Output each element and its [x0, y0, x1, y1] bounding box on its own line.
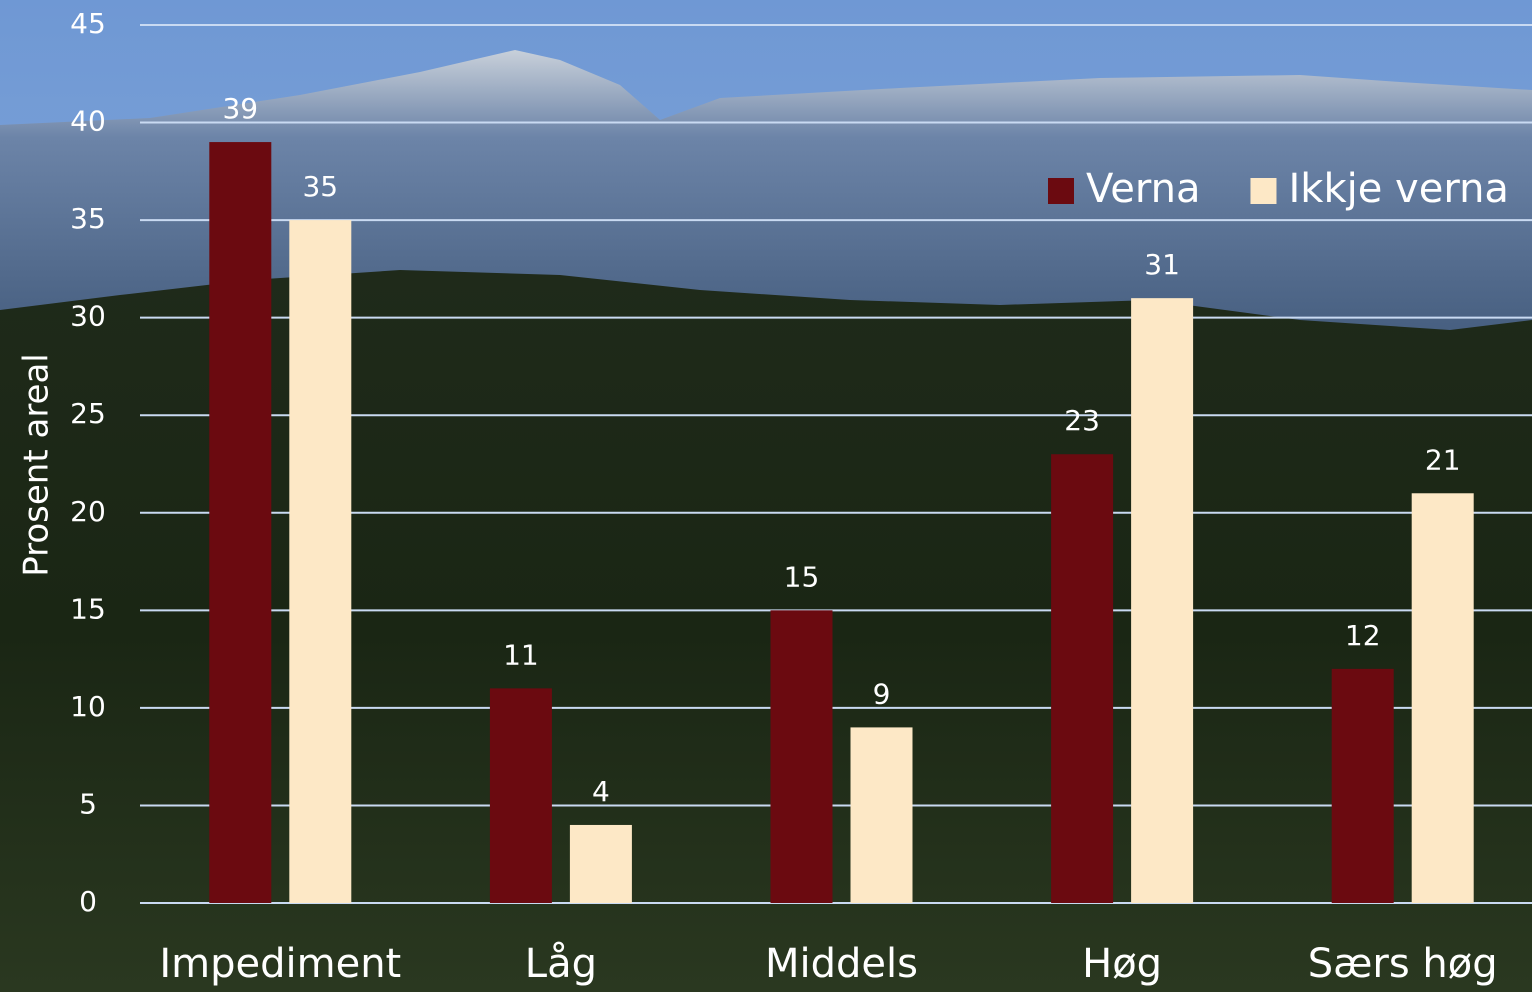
bar — [770, 610, 833, 903]
bar — [1131, 298, 1194, 904]
x-tick-label: Låg — [525, 941, 597, 987]
value-label: 31 — [1144, 248, 1180, 281]
bar — [1331, 668, 1394, 903]
legend-swatch — [1250, 178, 1277, 204]
bar — [289, 220, 352, 904]
x-tick-label: Særs høg — [1308, 941, 1498, 987]
bar — [1051, 454, 1114, 903]
value-label: 39 — [222, 92, 258, 125]
y-axis-title: Prosent areal — [17, 353, 57, 577]
y-tick-label: 20 — [70, 495, 106, 528]
plot: 0 5 10 15 20 25 30 35 40 45 Impediment 39 35 Låg 11 4 Mi… — [70, 7, 1532, 987]
x-tick-label: Middels — [765, 941, 918, 987]
bar — [1411, 493, 1474, 903]
legend-label: Verna — [1086, 166, 1200, 212]
y-tick-label: 25 — [70, 397, 106, 430]
y-tick-label: 40 — [70, 105, 106, 138]
legend-swatch — [1048, 178, 1074, 204]
y-tick-label: 45 — [70, 7, 106, 40]
y-tick-label: 0 — [79, 885, 97, 918]
value-label: 35 — [302, 170, 338, 203]
value-label: 21 — [1425, 443, 1461, 476]
value-label: 23 — [1064, 404, 1100, 437]
bar — [850, 727, 913, 903]
value-label: 15 — [784, 560, 820, 593]
value-label: 11 — [503, 638, 539, 671]
x-tick-label: Høg — [1082, 941, 1162, 987]
y-tick-label: 15 — [70, 592, 106, 625]
x-tick-label: Impediment — [159, 941, 401, 987]
value-label: 4 — [592, 775, 610, 808]
y-tick-label: 5 — [79, 787, 97, 820]
legend-label: Ikkje verna — [1288, 166, 1508, 212]
value-label: 12 — [1345, 619, 1381, 652]
bar — [569, 824, 632, 903]
value-label: 9 — [873, 677, 891, 710]
y-tick-label: 10 — [70, 690, 106, 723]
y-tick-label: 30 — [70, 300, 106, 333]
bar — [489, 688, 552, 903]
y-tick-label: 35 — [70, 202, 106, 235]
bar — [209, 142, 272, 904]
